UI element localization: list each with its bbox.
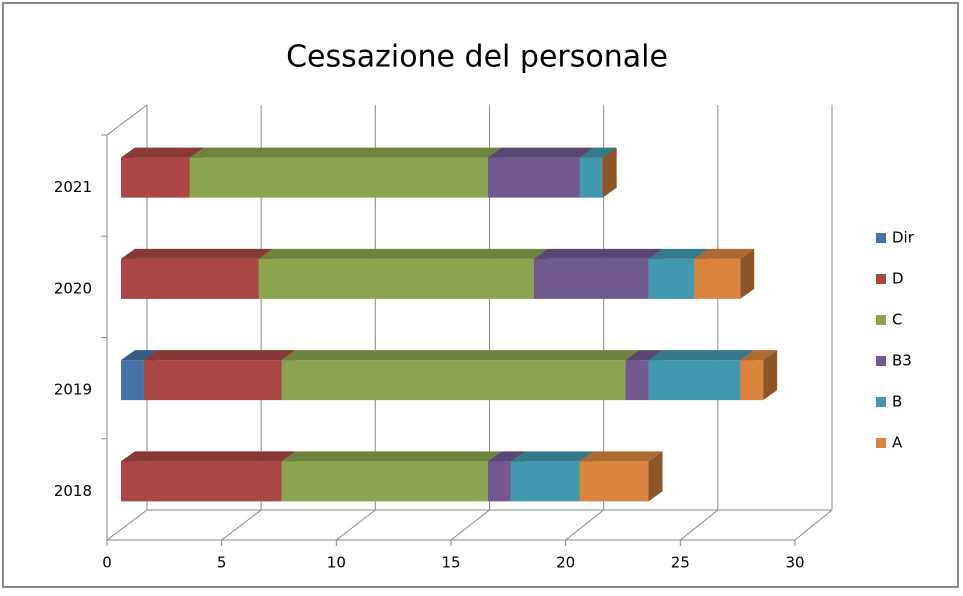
bar	[487, 461, 511, 502]
bar-top	[579, 451, 663, 462]
bar-top	[625, 350, 663, 361]
bar	[579, 157, 603, 198]
bar	[143, 360, 282, 401]
bar	[281, 461, 488, 502]
floor-grid-line	[221, 509, 262, 541]
bar	[533, 258, 649, 299]
legend-label: Dir	[892, 229, 915, 247]
bar-top	[533, 248, 663, 259]
x-tick-label: 25	[671, 554, 690, 572]
legend-label: B3	[892, 352, 912, 370]
x-tick-label: 15	[441, 554, 460, 572]
bar-top	[648, 350, 755, 361]
legend-label: C	[892, 311, 902, 329]
bar-top	[143, 350, 296, 361]
bar	[648, 360, 741, 401]
bar-top	[281, 350, 640, 361]
legend-label: A	[892, 434, 903, 452]
legend-swatch	[876, 274, 886, 284]
legend-swatch	[876, 397, 886, 407]
bar	[121, 461, 282, 502]
bar	[121, 360, 144, 401]
bar	[121, 157, 190, 198]
bar-side	[763, 350, 778, 401]
bar-top	[740, 350, 778, 361]
bar-top	[648, 248, 709, 259]
y-tick-label: 2021	[54, 178, 92, 196]
chart-title: Cessazione del personale	[286, 40, 668, 75]
bar-top	[281, 451, 502, 462]
legend-swatch	[876, 438, 886, 448]
bar	[258, 258, 534, 299]
bar	[189, 157, 488, 198]
bar-top	[487, 451, 525, 462]
legend-swatch	[876, 233, 886, 243]
bar-top	[121, 147, 204, 158]
y-tick-label: 2019	[54, 381, 92, 399]
bar-top	[121, 451, 296, 462]
bar	[648, 258, 695, 299]
bar	[510, 461, 580, 502]
floor-grid-line	[106, 509, 148, 541]
floor-grid-line	[794, 509, 833, 541]
bar-top	[121, 350, 158, 361]
bar-side	[648, 451, 663, 502]
x-tick-label: 0	[102, 554, 112, 572]
bar-top	[694, 248, 755, 259]
bar-side	[740, 248, 755, 299]
bar-top	[121, 248, 273, 259]
legend-swatch	[876, 315, 886, 325]
bar-top	[258, 248, 548, 259]
x-tick-label: 5	[217, 554, 227, 572]
bar	[121, 258, 259, 299]
bar	[625, 360, 649, 401]
legend-label: D	[892, 270, 904, 288]
floor-grid-line	[680, 509, 719, 541]
bar	[487, 157, 580, 198]
left-wall-edge	[106, 104, 148, 136]
bar	[740, 360, 764, 401]
bar	[579, 461, 649, 502]
bar-top	[579, 147, 617, 158]
bar-top	[189, 147, 502, 158]
x-tick-label: 30	[785, 554, 804, 572]
floor-grid-line	[336, 509, 376, 541]
floor-grid-line	[565, 509, 604, 541]
x-tick-label: 10	[327, 554, 346, 572]
bar	[694, 258, 741, 299]
y-tick-label: 2018	[54, 482, 92, 500]
floor-grid-line	[450, 509, 490, 541]
bar-top	[510, 451, 594, 462]
bar-side	[602, 147, 617, 198]
legend-swatch	[876, 356, 886, 366]
x-tick-label: 20	[556, 554, 575, 572]
legend-label: B	[892, 393, 902, 411]
bar-top	[487, 147, 594, 158]
bar	[281, 360, 626, 401]
y-tick-label: 2020	[54, 279, 92, 297]
